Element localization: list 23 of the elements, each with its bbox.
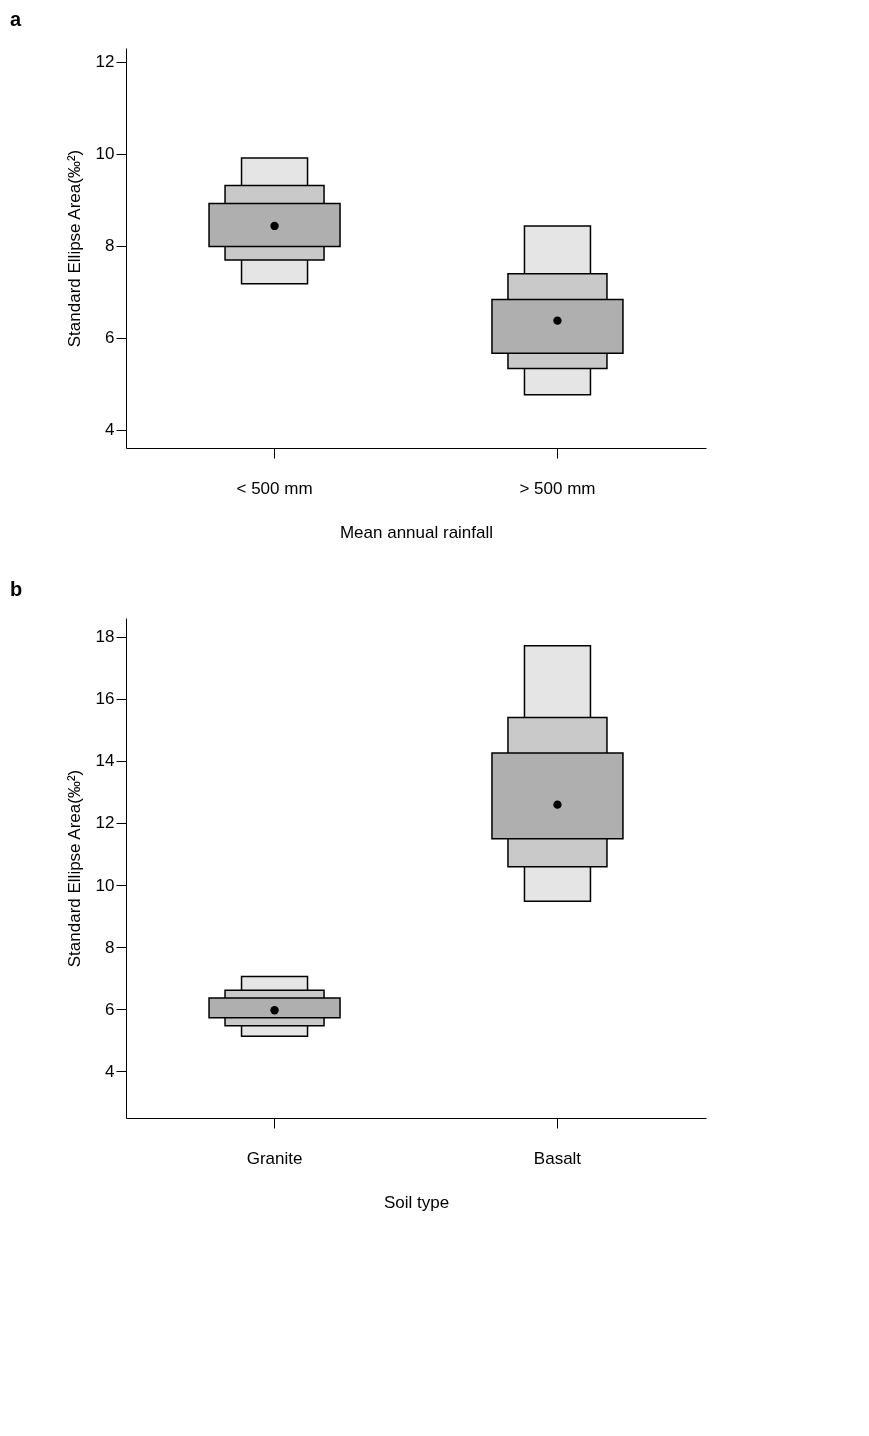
y-tick-label: 12 [95, 52, 115, 72]
y-tick-label: 12 [95, 813, 115, 833]
x-tick-label: > 500 mm [519, 478, 596, 498]
x-axis-title: Mean annual rainfall [339, 522, 494, 542]
y-tick-label: 6 [105, 999, 115, 1019]
y-tick-label: 8 [105, 236, 115, 256]
x-tick-label: Granite [246, 1148, 303, 1168]
x-tick-label: < 500 mm [236, 478, 313, 498]
chart-title: b [10, 578, 23, 600]
x-tick-label: Basalt [533, 1148, 582, 1168]
y-tick-label: 6 [105, 328, 115, 348]
y-tick-label: 10 [95, 144, 115, 164]
x-axis-title: Soil type [383, 1192, 450, 1212]
y-tick-label: 16 [95, 689, 115, 709]
chart-title: a [10, 8, 23, 30]
y-tick-label: 10 [95, 875, 115, 895]
y-tick-label: 8 [105, 937, 115, 957]
y-tick-label: 4 [105, 1061, 115, 1081]
y-tick-label: 14 [95, 751, 115, 771]
y-tick-label: 18 [95, 627, 115, 647]
y-tick-label: 4 [105, 420, 115, 440]
y-axis-title: Standard Ellipse Area(‰²) [64, 769, 84, 968]
y-axis-title: Standard Ellipse Area(‰²) [64, 149, 84, 348]
